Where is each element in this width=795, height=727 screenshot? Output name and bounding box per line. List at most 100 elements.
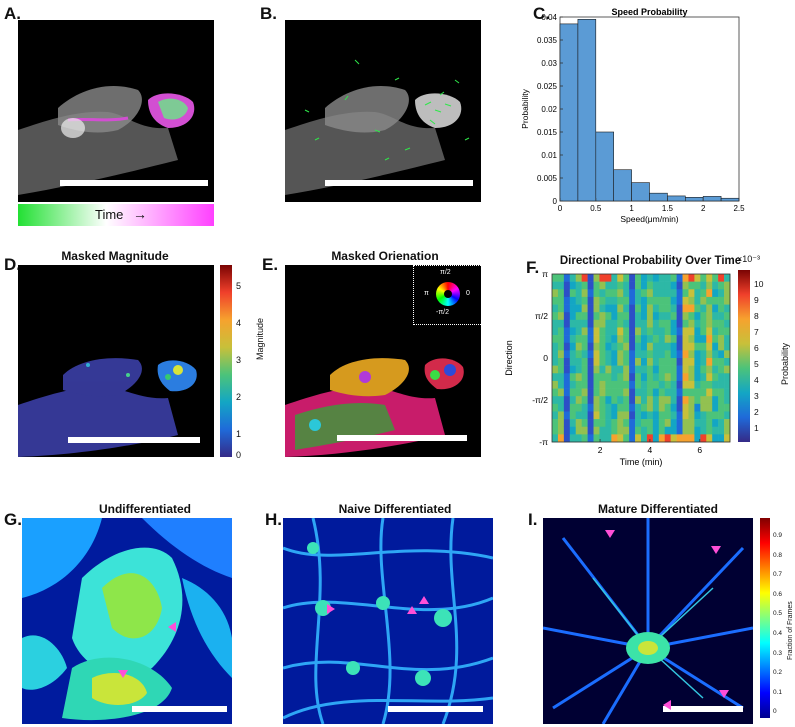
heatmap-cell	[587, 274, 594, 282]
heatmap-cell	[617, 365, 624, 374]
y-tick-label: 0.01	[541, 151, 557, 160]
heatmap-cell	[646, 419, 654, 428]
heatmap-cell	[575, 274, 582, 282]
wheel-label-left: π	[424, 290, 429, 297]
heatmap-cell	[593, 281, 600, 290]
heatmap-cell	[688, 396, 695, 405]
heatmap-cell	[581, 342, 588, 351]
heatmap-cell	[718, 289, 725, 298]
heatmap-cell	[641, 403, 648, 412]
heatmap-cell	[599, 396, 606, 405]
heatmap-cell	[718, 365, 725, 374]
heatmap-cell	[664, 388, 671, 397]
heatmap-cell	[718, 274, 725, 282]
histogram-bar	[613, 169, 632, 202]
heatmap-cell	[563, 373, 571, 382]
cbar-tick: 0	[236, 450, 242, 460]
heatmap-cell	[611, 396, 618, 405]
heatmap-cell	[611, 358, 618, 366]
heatmap-cell	[593, 365, 600, 374]
heatmap-cell	[688, 289, 695, 298]
heatmap-cell	[635, 312, 642, 321]
heatmap-cell	[641, 335, 648, 344]
heatmap-cell	[569, 403, 577, 412]
x-tick-label: 6	[697, 445, 702, 455]
heatmap-cell	[617, 342, 624, 351]
heatmap-cell	[593, 319, 600, 328]
heatmap-cell	[706, 373, 713, 382]
x-tick-label: 2	[701, 204, 706, 213]
heatmap-cell	[587, 403, 594, 412]
heatmap-cell	[599, 289, 606, 298]
heatmap-cell	[646, 312, 654, 321]
heatmap-cell	[575, 281, 582, 290]
heatmap-cell	[617, 411, 624, 420]
heatmap-cell	[617, 274, 624, 282]
heatmap-cell	[706, 350, 713, 359]
heatmap-cell	[635, 350, 642, 359]
heatmap-cell	[652, 365, 660, 374]
time-arrow-icon: →	[133, 206, 147, 222]
heatmap-cell	[646, 380, 654, 389]
heatmap-cell	[718, 342, 725, 351]
heatmap-cell	[569, 327, 577, 336]
heatmap-cell	[682, 388, 689, 397]
heatmap-cell	[694, 403, 701, 412]
heatmap-cell	[688, 274, 695, 282]
arrowhead-marker	[419, 596, 429, 604]
heatmap-cell	[623, 274, 630, 282]
x-tick-label: 2.5	[733, 204, 745, 213]
heatmap-cell	[629, 419, 636, 428]
heatmap-cell	[587, 335, 594, 344]
arrowhead-marker	[719, 690, 729, 698]
heatmap-cell	[700, 380, 707, 389]
heatmap-cell	[706, 434, 713, 443]
heatmap-cell	[552, 327, 559, 336]
histogram-bar	[720, 197, 740, 202]
panel-label-e: E.	[262, 255, 279, 274]
heatmap-cell	[658, 327, 666, 336]
panel-e-title: Masked Orienation	[331, 249, 439, 263]
heatmap-cell	[611, 281, 618, 290]
heatmap-cell	[688, 373, 695, 382]
histogram-bar	[577, 19, 597, 202]
heatmap-cell	[563, 319, 571, 328]
cbar-tick: 1	[236, 429, 242, 439]
heatmap-cell	[599, 319, 606, 328]
y-tick-label: 0.02	[541, 105, 557, 114]
heatmap-cell	[664, 419, 671, 428]
heatmap-cell	[706, 403, 713, 412]
heatmap-cell	[670, 304, 677, 313]
heatmap-cell	[700, 335, 707, 344]
heatmap-cell	[587, 281, 594, 290]
heatmap-cell	[676, 312, 683, 321]
heatmap-cell	[641, 289, 648, 298]
cbar-tick: 0	[773, 708, 777, 716]
heatmap-cell	[593, 342, 600, 351]
heatmap-cell	[700, 419, 707, 428]
heatmap-cell	[682, 365, 689, 374]
heatmap-cell	[617, 350, 624, 359]
heatmap-cell	[706, 380, 713, 389]
heatmap-cell	[646, 373, 654, 382]
heatmap-cell	[557, 319, 565, 328]
heatmap-cell	[646, 289, 654, 298]
cbar-tick: 0.8	[773, 551, 783, 559]
panel-label-f: F.	[526, 258, 540, 277]
heatmap-cell	[641, 411, 648, 420]
heatmap-cell	[641, 380, 648, 389]
heatmap-cell	[593, 327, 600, 336]
heatmap-cell	[552, 419, 559, 428]
heatmap-cell	[569, 319, 577, 328]
heatmap-cell	[718, 312, 725, 321]
heatmap-cell	[575, 365, 582, 374]
heatmap-cell	[676, 365, 683, 374]
heatmap-cell	[712, 342, 719, 351]
heatmap-cell	[676, 296, 683, 305]
heatmap-cell	[664, 403, 671, 412]
heatmap-cell	[629, 403, 636, 412]
heatmap-cell	[658, 396, 666, 405]
heatmap-cell	[552, 373, 559, 382]
heatmap-cell	[552, 304, 559, 313]
heatmap-cell	[706, 411, 713, 420]
